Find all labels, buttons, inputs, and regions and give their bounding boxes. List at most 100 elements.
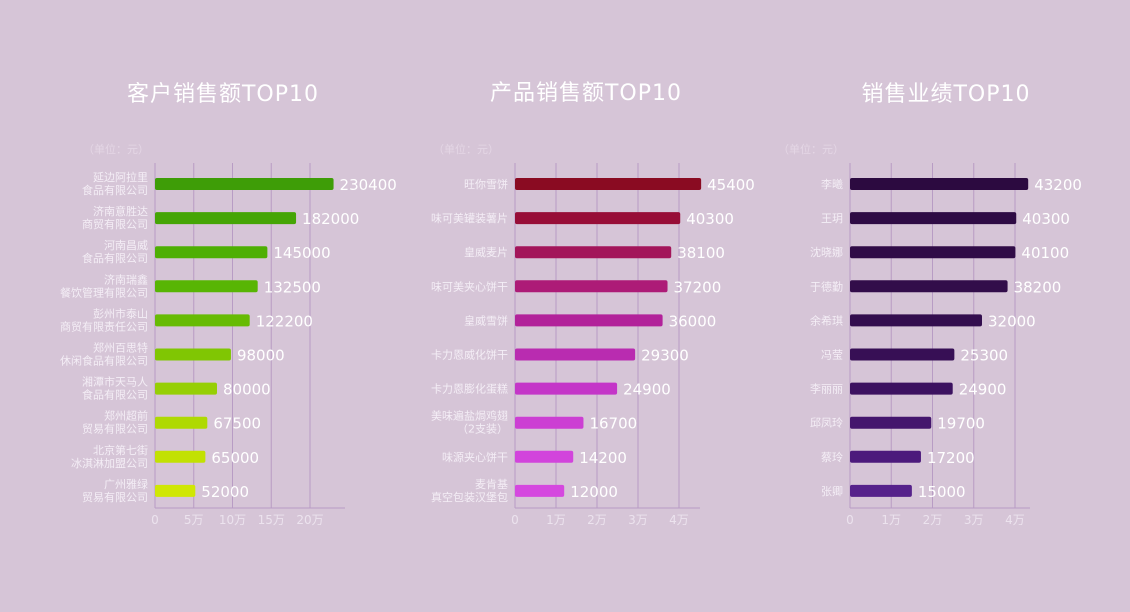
value-label: 230400 xyxy=(340,176,397,194)
x-tick-label: 20万 xyxy=(296,513,323,527)
value-label: 24900 xyxy=(959,381,1007,399)
bar xyxy=(155,178,334,190)
x-tick-label: 10万 xyxy=(219,513,246,527)
category-label: 广州雅绿贸易有限公司 xyxy=(82,477,148,504)
x-tick-label: 1万 xyxy=(881,513,901,527)
x-tick-label: 5万 xyxy=(184,513,204,527)
bar xyxy=(515,348,636,361)
x-tick-label: 15万 xyxy=(258,513,285,527)
category-label: 济南意胜达商贸有限公司 xyxy=(82,204,148,231)
category-label: 济南瑞鑫餐饮管理有限公司 xyxy=(60,272,148,299)
category-label: 味可美夹心饼干 xyxy=(431,279,508,293)
bar xyxy=(515,280,668,293)
bar xyxy=(515,314,663,327)
value-label: 98000 xyxy=(237,347,285,365)
value-label: 122200 xyxy=(256,312,313,330)
bar xyxy=(155,348,231,361)
value-label: 40300 xyxy=(1022,210,1070,228)
unit-note: （单位：元） xyxy=(433,142,499,156)
bar xyxy=(155,314,250,327)
customer-sales-chart: 客户销售额TOP10 （单位：元） 0 5万 10万 15万 20万 230400 延边阿拉… xyxy=(60,82,397,527)
category-label: 邱凤玲 xyxy=(810,417,843,430)
x-tick-label: 0 xyxy=(151,513,159,527)
value-label: 38200 xyxy=(1014,278,1062,296)
x-tick-label: 2万 xyxy=(587,513,607,527)
bar xyxy=(155,416,208,429)
bar xyxy=(155,484,196,497)
category-label: 皇威麦片 xyxy=(464,245,508,259)
value-label: 37200 xyxy=(674,278,722,296)
category-label: 麦肯基真空包装汉堡包 xyxy=(431,478,508,504)
bar xyxy=(155,246,268,259)
x-tick-label: 4万 xyxy=(1005,513,1025,527)
x-tick-label: 0 xyxy=(846,513,854,527)
category-label: 沈晓娜 xyxy=(810,245,843,259)
x-tick-label: 2万 xyxy=(923,513,943,527)
category-label: 彭州市泰山商贸有限责任公司 xyxy=(60,306,148,333)
bar xyxy=(850,450,921,463)
value-label: 132500 xyxy=(264,278,321,296)
bar xyxy=(850,314,982,327)
value-label: 25300 xyxy=(960,347,1008,365)
category-label: 于德勤 xyxy=(810,279,843,293)
category-label: 李丽丽 xyxy=(810,382,843,396)
category-label: 郑州超前贸易有限公司 xyxy=(82,409,148,436)
chart-title: 销售业绩TOP10 xyxy=(861,82,1030,107)
bar xyxy=(515,212,681,225)
value-label: 45400 xyxy=(707,176,755,194)
value-label: 67500 xyxy=(213,415,261,433)
category-label: 郑州百思特休闲食品有限公司 xyxy=(60,341,148,368)
sales-performance-chart: 销售业绩TOP10 （单位：元） 0 1万 2万 3万 4万 43200 李曦 40300 王玥… xyxy=(778,82,1082,527)
bar xyxy=(850,348,955,361)
x-tick-label: 3万 xyxy=(628,513,648,527)
category-label: 味可美罐装薯片 xyxy=(431,212,508,225)
value-label: 43200 xyxy=(1034,176,1082,194)
x-tick-label: 0 xyxy=(511,513,519,527)
bar xyxy=(155,280,258,293)
category-label: 王玥 xyxy=(821,212,843,225)
category-label: 河南昌威食品有限公司 xyxy=(82,239,148,265)
bar xyxy=(155,382,217,395)
value-label: 80000 xyxy=(223,381,271,399)
bar xyxy=(850,382,953,395)
bar xyxy=(850,246,1016,259)
bar xyxy=(850,178,1029,190)
chart-title: 产品销售额TOP10 xyxy=(490,81,682,106)
bar xyxy=(515,484,565,497)
category-label: 李曦 xyxy=(821,177,843,191)
bar xyxy=(850,416,932,429)
bar xyxy=(515,178,702,190)
category-label: 延边阿拉里食品有限公司 xyxy=(82,170,148,197)
value-label: 36000 xyxy=(669,312,717,330)
category-label: 味源夹心饼干 xyxy=(442,450,508,464)
bar xyxy=(850,280,1008,293)
category-label: 皇威雪饼 xyxy=(464,313,508,327)
category-label: 卡力恩威化饼干 xyxy=(431,348,508,362)
x-tick-label: 3万 xyxy=(964,513,984,527)
bar xyxy=(515,382,618,395)
value-label: 15000 xyxy=(918,483,966,501)
x-tick-label: 1万 xyxy=(546,513,566,527)
value-label: 29300 xyxy=(641,347,689,365)
category-label: 湘潭市天马人食品有限公司 xyxy=(82,375,148,402)
x-tick-label: 4万 xyxy=(669,513,689,527)
value-label: 32000 xyxy=(988,312,1036,330)
value-label: 19700 xyxy=(937,415,985,433)
bar xyxy=(515,416,584,429)
category-label: 冯莹 xyxy=(821,349,843,362)
bar xyxy=(850,212,1017,225)
value-label: 40100 xyxy=(1021,244,1069,262)
unit-note: （单位：元） xyxy=(83,142,149,156)
bar xyxy=(515,246,672,259)
value-label: 14200 xyxy=(579,449,627,467)
bar xyxy=(850,484,912,497)
value-label: 145000 xyxy=(273,244,330,262)
value-label: 38100 xyxy=(677,244,725,262)
value-label: 24900 xyxy=(623,381,671,399)
bar xyxy=(155,450,206,463)
value-label: 52000 xyxy=(201,483,249,501)
value-label: 40300 xyxy=(686,210,734,228)
category-label: 北京第七街冰淇淋加盟公司 xyxy=(71,443,148,470)
